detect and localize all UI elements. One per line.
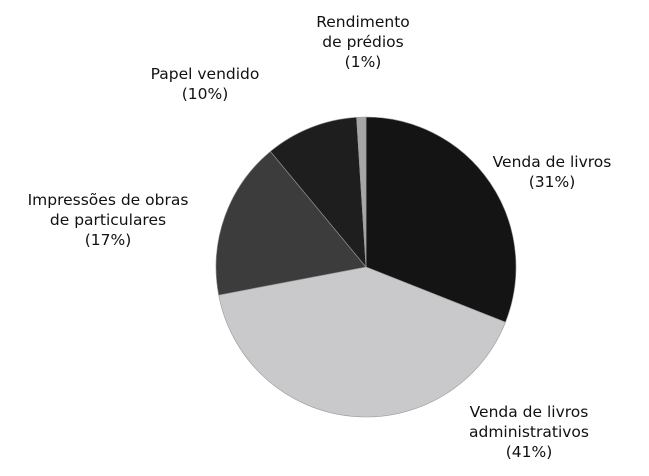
slice-label-4: Papel vendido (10%) xyxy=(151,65,260,103)
slice-label-line: de prédios xyxy=(322,33,403,51)
slice-label-line: (10%) xyxy=(182,85,229,103)
slice-label-1: Venda de livros (31%) xyxy=(493,153,612,191)
pie-slice-1 xyxy=(365,116,517,323)
slice-label-line: Venda de livros xyxy=(470,403,589,421)
slice-label-line: Impressões de obras xyxy=(28,191,189,209)
slice-label-line: (17%) xyxy=(85,231,132,249)
slice-label-line: (31%) xyxy=(529,173,576,191)
pie-slice-2 xyxy=(218,266,506,418)
slice-label-line: Rendimento xyxy=(316,13,410,31)
pie-slice-4 xyxy=(269,116,367,268)
slice-label-line: (1%) xyxy=(345,53,382,71)
slice-label-line: de particulares xyxy=(50,211,166,229)
pie-slice-5 xyxy=(356,116,367,268)
slice-label-3: Impressões de obras de particulares (17%) xyxy=(28,191,189,249)
pie-slice-3 xyxy=(215,150,367,296)
pie-slices xyxy=(215,116,517,418)
slice-label-line: Papel vendido xyxy=(151,65,260,83)
slice-label-line: administrativos xyxy=(469,423,589,441)
slice-label-line: Venda de livros xyxy=(493,153,612,171)
pie-labels: Venda de livros (31%) Venda de livros admin… xyxy=(28,13,612,461)
slice-label-line: (41%) xyxy=(506,443,553,461)
slice-label-5: Rendimento de prédios (1%) xyxy=(316,13,410,71)
slice-label-2: Venda de livros administrativos (41%) xyxy=(469,403,589,461)
